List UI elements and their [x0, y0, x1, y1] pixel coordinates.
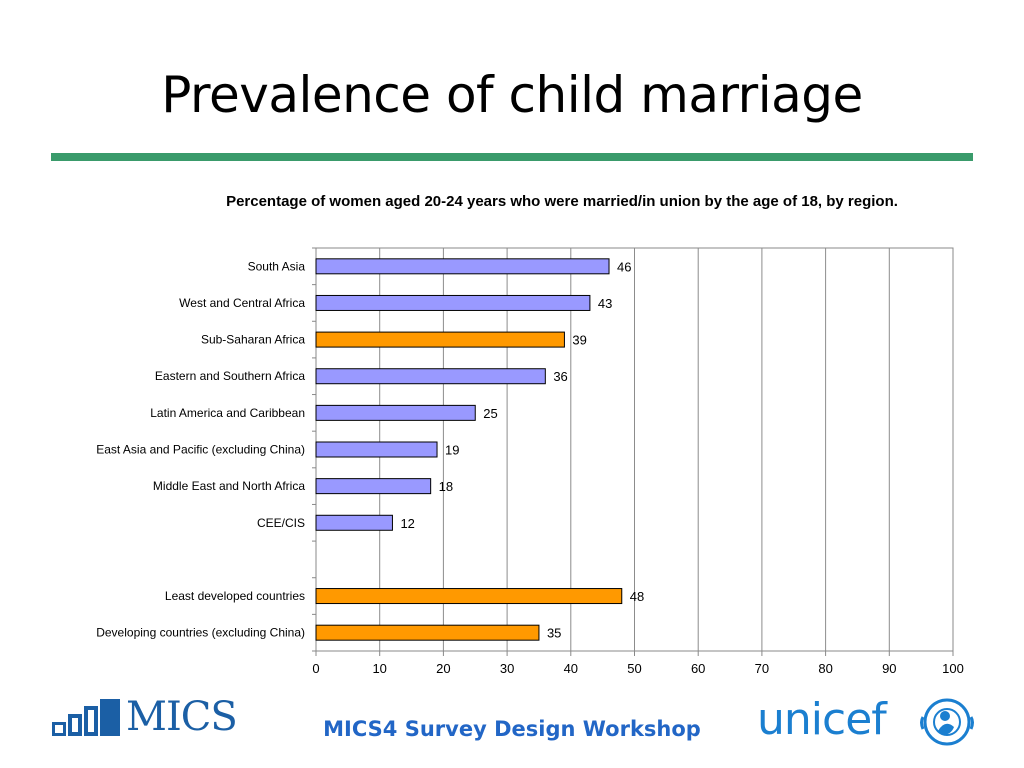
bar — [315, 478, 432, 495]
x-tick-label: 100 — [942, 661, 964, 676]
data-label: 12 — [400, 516, 414, 531]
unicef-emblem-icon — [920, 698, 974, 746]
category-label: West and Central Africa — [179, 296, 305, 310]
data-label: 39 — [572, 333, 586, 348]
category-label: East Asia and Pacific (excluding China) — [96, 443, 305, 457]
x-tick-label: 30 — [500, 661, 514, 676]
bar — [315, 368, 546, 385]
category-label: Middle East and North Africa — [153, 479, 305, 493]
bar — [315, 404, 476, 421]
bar — [315, 514, 393, 531]
data-label: 35 — [547, 626, 561, 641]
bar — [315, 441, 438, 458]
mics-logo-icon — [52, 699, 120, 736]
footer-text: MICS4 Survey Design Workshop — [323, 717, 701, 741]
data-label: 19 — [445, 443, 459, 458]
category-label: Least developed countries — [165, 589, 305, 603]
bar — [315, 294, 591, 311]
x-tick-label: 90 — [882, 661, 896, 676]
x-tick-label: 60 — [691, 661, 705, 676]
x-tick-label: 0 — [312, 661, 319, 676]
data-label: 18 — [439, 479, 453, 494]
x-tick-label: 20 — [436, 661, 450, 676]
x-tick-label: 10 — [372, 661, 386, 676]
title-divider — [51, 153, 973, 161]
data-label: 43 — [598, 296, 612, 311]
category-label: CEE/CIS — [257, 516, 305, 530]
x-tick-label: 40 — [564, 661, 578, 676]
data-label: 25 — [483, 406, 497, 421]
x-tick-label: 80 — [818, 661, 832, 676]
unicef-logo-text: unicef — [757, 694, 887, 745]
slide-title: Prevalence of child marriage — [161, 66, 863, 124]
category-label: South Asia — [248, 259, 306, 273]
category-label: Eastern and Southern Africa — [155, 369, 305, 383]
bar — [315, 624, 540, 641]
data-label: 36 — [553, 369, 567, 384]
x-tick-label: 50 — [627, 661, 641, 676]
x-tick-label: 70 — [755, 661, 769, 676]
category-label: Latin America and Caribbean — [150, 406, 305, 420]
bar — [315, 258, 610, 275]
data-label: 48 — [630, 589, 644, 604]
category-label: Developing countries (excluding China) — [96, 626, 305, 640]
mics-logo-text: MICS — [126, 694, 238, 740]
bar — [315, 331, 565, 348]
category-label: Sub-Saharan Africa — [201, 333, 305, 347]
data-label: 46 — [617, 259, 631, 274]
bar — [315, 588, 623, 605]
chart-title: Percentage of women aged 20-24 years who… — [226, 193, 898, 210]
